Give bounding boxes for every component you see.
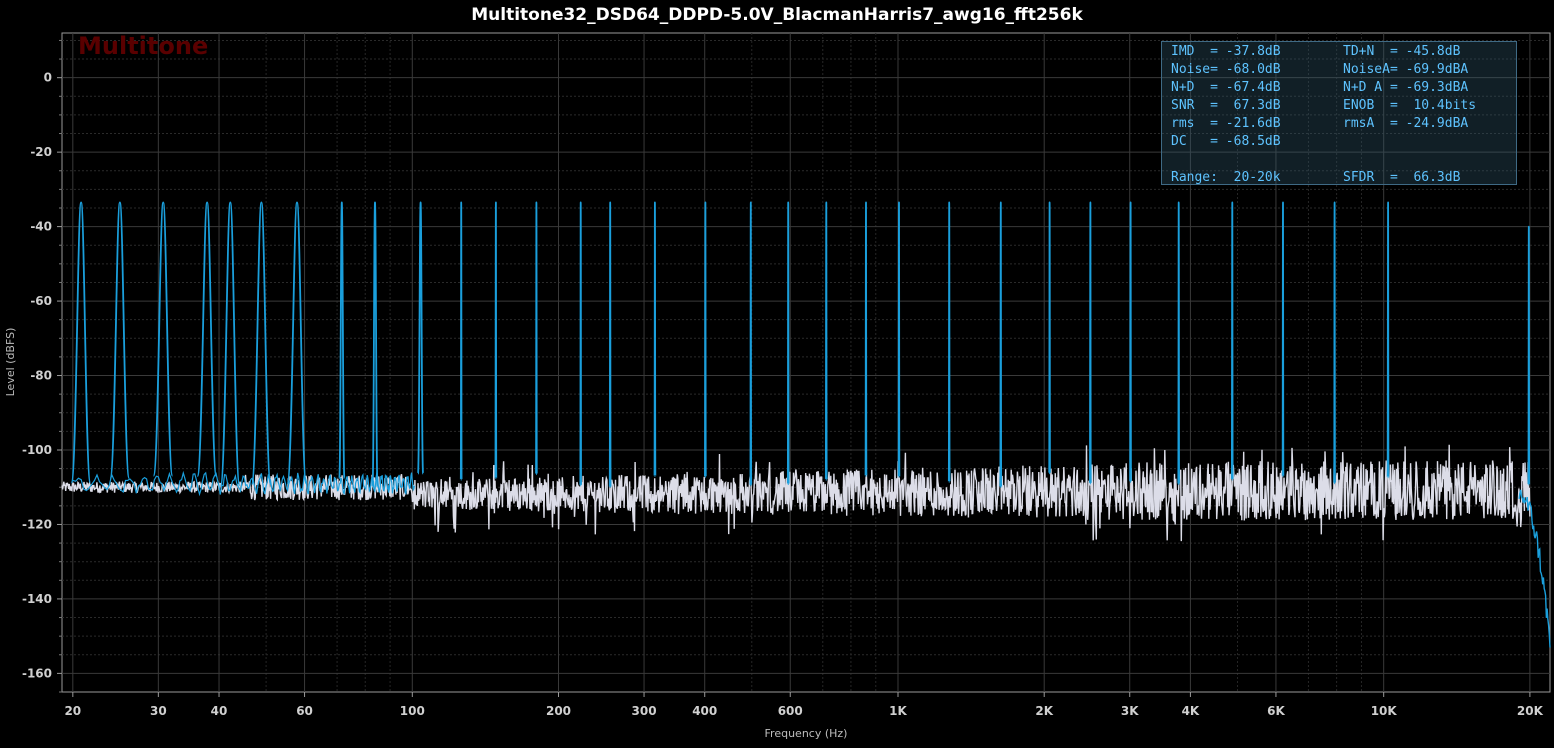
tone-peak (864, 200, 868, 477)
tone-peak (371, 201, 379, 488)
x-tick-label: 2K (1035, 704, 1053, 718)
tone-peak (1527, 224, 1531, 486)
tone-peak (786, 200, 790, 486)
tone-peak (286, 201, 308, 485)
x-tick-label: 300 (632, 704, 657, 718)
tone-peak (608, 200, 612, 488)
stats-row: SNR = 67.3dB ENOB = 10.4bits (1171, 97, 1516, 115)
stats-row: N+D = -67.4dB N+D A = -69.3dBA (1171, 79, 1516, 97)
tone-peak (579, 200, 582, 487)
tone-peak (1129, 200, 1132, 483)
y-tick-label: -160 (22, 666, 52, 680)
stat-left: Range: 20-20k (1171, 170, 1281, 185)
stat-left (1171, 151, 1343, 169)
y-tick-label: -100 (22, 443, 52, 457)
tone-peak (70, 201, 92, 484)
x-tick-label: 6K (1267, 704, 1285, 718)
y-tick-label: 0 (44, 71, 52, 85)
tone-peak (749, 200, 753, 486)
tone-peak (897, 200, 901, 478)
watermark-text: Multitone (78, 32, 209, 60)
stat-right: SFDR = 66.3dB (1343, 170, 1461, 185)
tone-peak (535, 200, 538, 475)
noise-trace (61, 444, 1531, 542)
tone-peak (494, 200, 498, 479)
tone-peak (196, 201, 218, 477)
stats-row: IMD = -37.8dB TD+N = -45.8dB (1171, 43, 1516, 61)
tone-floor-trace (72, 470, 415, 497)
major-grid (62, 33, 1550, 692)
tone-peak (999, 200, 1003, 488)
stats-row: Range: 20-20k SFDR = 66.3dB (1171, 169, 1516, 187)
stat-right: N+D A = -69.3dBA (1343, 80, 1469, 95)
stat-left: Noise= -68.0dB (1171, 62, 1281, 77)
stat-left: N+D = -67.4dB (1171, 80, 1281, 95)
x-tick-label: 600 (778, 704, 803, 718)
tone-peak (1048, 200, 1051, 474)
stat-left: DC = -68.5dB (1171, 134, 1281, 149)
tone-peak (704, 200, 707, 478)
x-tick-label: 30 (150, 704, 167, 718)
tone-peak (1230, 200, 1234, 481)
stats-row (1171, 151, 1516, 169)
stat-right: rmsA = -24.9dBA (1343, 116, 1469, 131)
x-tick-label: 20K (1517, 704, 1544, 718)
stats-row: Noise= -68.0dB NoiseA= -69.9dBA (1171, 61, 1516, 79)
tone-peak (152, 201, 174, 477)
stats-row: DC = -68.5dB (1171, 133, 1516, 151)
x-tick-label: 200 (546, 704, 571, 718)
tone-peak (1281, 200, 1285, 477)
tone-peak (109, 201, 131, 479)
x-tick-label: 400 (692, 704, 717, 718)
chart-title: Multitone32_DSD64_DDPD-5.0V_BlacmanHarri… (471, 5, 1083, 25)
x-tick-label: 100 (400, 704, 425, 718)
stat-right: TD+N = -45.8dB (1343, 44, 1461, 59)
tone-peak (653, 200, 657, 477)
rolloff-trace (1518, 489, 1551, 648)
tone-peak (338, 201, 346, 480)
tone-peak (417, 201, 424, 475)
y-tick-label: -80 (30, 369, 52, 383)
y-tick-label: -20 (30, 145, 52, 159)
x-tick-label: 40 (211, 704, 228, 718)
stat-left: rms = -21.6dB (1171, 116, 1281, 131)
x-tick-label: 20 (64, 704, 81, 718)
y-tick-label: -140 (22, 592, 52, 606)
x-tick-label: 60 (296, 704, 313, 718)
stat-left: IMD = -37.8dB (1171, 44, 1281, 59)
x-tick-label: 3K (1121, 704, 1139, 718)
x-axis-ticks: 20 30 40 60 100 200 300 400 600 1K 2K 3K 4K 6K 10K 20K (64, 692, 1544, 718)
tone-peak (250, 201, 272, 486)
y-axis-title: Level (dBFS) (4, 328, 17, 397)
y-tick-label: -60 (30, 294, 52, 308)
stat-left: SNR = 67.3dB (1171, 98, 1281, 113)
stat-right: NoiseA= -69.9dBA (1343, 62, 1469, 77)
tone-peak (459, 200, 463, 481)
plot-area (61, 32, 1551, 693)
y-axis-ticks: 0 -20 -40 -60 -80 -100 -120 -140 -160 (22, 39, 62, 693)
x-tick-label: 4K (1182, 704, 1200, 718)
y-tick-label: -120 (22, 517, 52, 531)
y-tick-label: -40 (30, 220, 52, 234)
tone-peak (824, 200, 828, 481)
traces (61, 200, 1551, 648)
stats-panel: IMD = -37.8dB TD+N = -45.8dB Noise= -68.0d… (1161, 41, 1517, 185)
tone-peak (947, 200, 951, 483)
x-tick-label: 1K (889, 704, 907, 718)
x-tick-label: 10K (1371, 704, 1398, 718)
tone-peak (1333, 200, 1336, 484)
tone-peak (219, 201, 241, 486)
tone-peak (1089, 200, 1092, 485)
stats-row: rms = -21.6dB rmsA = -24.9dBA (1171, 115, 1516, 133)
x-axis-title: Frequency (Hz) (765, 727, 848, 740)
stat-right: ENOB = 10.4bits (1343, 98, 1477, 113)
tone-peak (1177, 200, 1180, 485)
tone-peak (1386, 200, 1390, 478)
